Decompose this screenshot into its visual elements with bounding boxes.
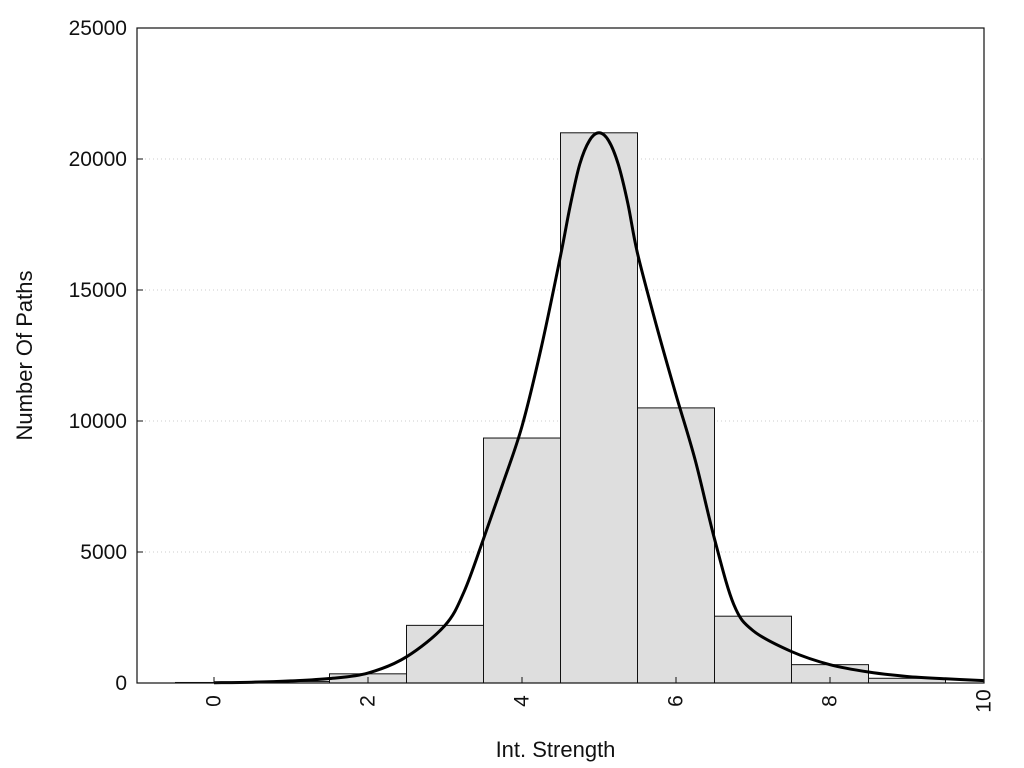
bar-5 bbox=[560, 132, 638, 684]
x-axis-title: Int. Strength bbox=[496, 737, 616, 762]
x-tick-label-3: 6 bbox=[665, 695, 688, 707]
x-tick-label-5: 10 bbox=[973, 689, 996, 712]
bar-3 bbox=[406, 624, 484, 684]
y-axis-title: Number Of Paths bbox=[12, 271, 37, 441]
plot-area-frame bbox=[136, 27, 985, 684]
x-axis-ticks: 0 2 4 6 8 10 bbox=[203, 677, 996, 713]
x-tick-label-2: 4 bbox=[511, 695, 534, 707]
bar-6 bbox=[637, 407, 715, 684]
fit-curve bbox=[213, 131, 985, 685]
y-tick-label-2: 10000 bbox=[69, 410, 127, 433]
bar-4 bbox=[483, 437, 561, 684]
y-tick-label-3: 15000 bbox=[69, 279, 127, 302]
y-tick-label-4: 20000 bbox=[69, 148, 127, 171]
y-tick-label-0: 0 bbox=[115, 672, 127, 695]
y-tick-label-5: 25000 bbox=[69, 17, 127, 40]
x-tick-label-4: 8 bbox=[819, 695, 842, 707]
x-tick-label-0: 0 bbox=[203, 695, 226, 707]
y-tick-label-1: 5000 bbox=[80, 541, 127, 564]
bar-7 bbox=[714, 615, 792, 684]
x-tick-label-1: 2 bbox=[357, 695, 380, 707]
histogram-bars bbox=[175, 132, 946, 684]
fit-curve-layer bbox=[213, 131, 985, 685]
y-axis-ticks: 0 5000 10000 15000 20000 25000 bbox=[69, 17, 143, 695]
